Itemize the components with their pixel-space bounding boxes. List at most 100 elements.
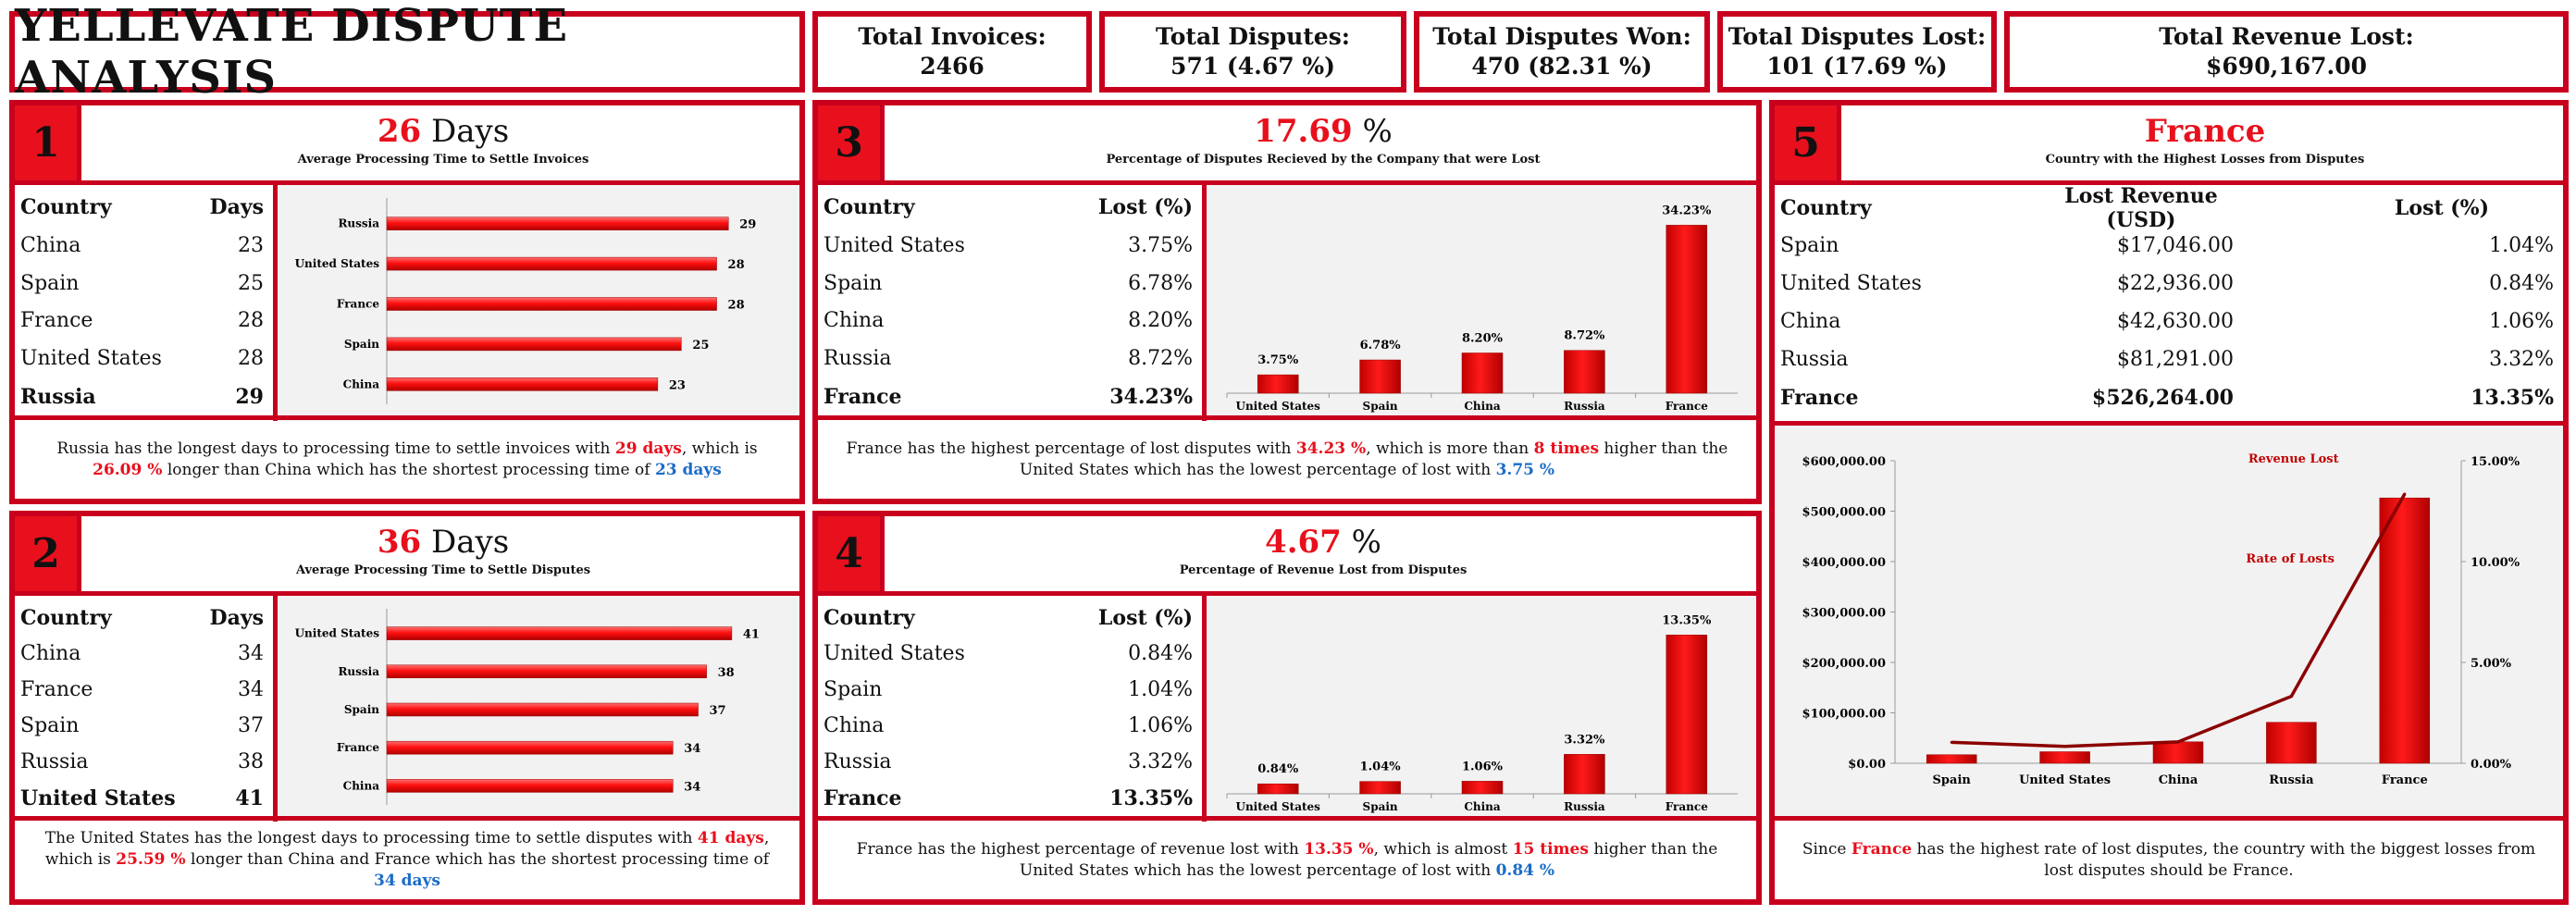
- caption-text: The United States has the longest days t…: [33, 828, 781, 892]
- table-header-row: Country Days: [20, 600, 264, 636]
- panel-caption: Russia has the longest days to processin…: [15, 415, 799, 499]
- data-label: 0.84%: [1257, 762, 1299, 776]
- panel-title: 4.67 % Percentage of Revenue Lost from D…: [890, 516, 1756, 591]
- column-header-revenue: Lost Revenue (USD): [2064, 183, 2218, 232]
- table-row: United States 28: [20, 340, 264, 377]
- value-cell: 28: [238, 347, 264, 371]
- column-header-country: Country: [1780, 195, 1872, 220]
- panel-title: 36 Days Average Processing Time to Settl…: [87, 516, 799, 591]
- chart-area: 0.84% United States 1.04% Spain 1.06% China 3.…: [1207, 596, 1756, 822]
- table-header-row: Country Lost (%): [824, 189, 1193, 227]
- kpi-value: 101 (17.69 %): [1766, 53, 1948, 80]
- caption-highlight: 41 days: [697, 829, 764, 847]
- value-cell: 37: [238, 714, 264, 737]
- table-row: China 34: [20, 636, 264, 672]
- caption-highlight: 15 times: [1512, 839, 1589, 859]
- left-axis-tick-label: $600,000.00: [1802, 455, 1886, 469]
- panel-revenue-lost: 4 4.67 % Percentage of Revenue Lost from…: [812, 511, 1762, 905]
- kpi-total-disputes: Total Disputes: 571 (4.67 %): [1099, 11, 1406, 93]
- headline-unit: Days: [421, 524, 510, 561]
- caption-blue-highlight: 34 days: [374, 872, 440, 890]
- data-label: 13.35%: [1662, 613, 1712, 627]
- category-label: Spain: [1363, 800, 1398, 813]
- panel-number: 3: [818, 105, 885, 180]
- table-header-row: Country Lost (%): [824, 600, 1193, 636]
- left-axis-tick-label: $100,000.00: [1802, 708, 1886, 722]
- value-cell: 23: [238, 233, 264, 257]
- data-label: 38: [718, 666, 735, 680]
- country-cell: United States: [824, 642, 965, 665]
- country-cell: China: [1780, 310, 1841, 333]
- lost-cell: 13.35%: [2471, 385, 2554, 410]
- bar: [1257, 374, 1299, 394]
- category-label: United States: [295, 627, 380, 640]
- rate-point: [2176, 740, 2180, 744]
- table-row: China 1.06%: [824, 708, 1193, 744]
- kpi-value: 571 (4.67 %): [1170, 53, 1335, 80]
- lost-cell: 1.04%: [2489, 234, 2554, 257]
- headline-value: 26: [377, 113, 422, 150]
- table-row: France 28: [20, 303, 264, 340]
- caption-highlight: 13.35 %: [1304, 839, 1374, 859]
- caption-part: , which is: [44, 829, 770, 869]
- caption-part: , which is more than: [1366, 439, 1534, 458]
- caption-part: higher than the United States which has …: [1019, 439, 1728, 479]
- bar-chart-invoice-days: Russia 29 United States 28 France 28 Spain 25 Ch…: [295, 198, 756, 404]
- bar: [386, 377, 659, 391]
- table-row: Russia 3.32%: [824, 744, 1193, 780]
- left-axis-tick-label: $300,000.00: [1802, 607, 1886, 621]
- bar: [1666, 635, 1708, 795]
- country-cell: China: [824, 714, 885, 737]
- country-cell: United States: [824, 233, 965, 257]
- caption-blue-highlight: 0.84 %: [1495, 860, 1555, 880]
- data-label: 1.06%: [1462, 760, 1504, 773]
- bar: [386, 297, 717, 311]
- caption-highlight: 8 times: [1533, 439, 1600, 458]
- category-label: Russia: [338, 217, 379, 230]
- panel-dispute-processing: 2 36 Days Average Processing Time to Set…: [9, 511, 805, 905]
- column-header-country: Country: [824, 605, 915, 630]
- caption-part: The United States has the longest days t…: [44, 829, 698, 847]
- revenue-cell: $17,046.00: [2117, 234, 2234, 257]
- data-label: 23: [669, 378, 686, 392]
- bar: [2039, 751, 2090, 764]
- country-cell: France: [824, 785, 902, 810]
- caption-part: longer than China and France which has t…: [185, 850, 770, 869]
- country-cell: China: [20, 642, 81, 665]
- data-label: 34.23%: [1662, 204, 1712, 217]
- table-row: China $42,630.00 1.06%: [1780, 303, 2554, 340]
- data-label: 6.78%: [1360, 339, 1402, 352]
- kpi-label: Total Invoices:: [858, 23, 1046, 50]
- headline-unit: %: [1341, 524, 1381, 561]
- bar: [386, 702, 699, 717]
- data-label: 29: [739, 218, 756, 232]
- kpi-label: Total Disputes Lost:: [1728, 23, 1987, 50]
- caption-highlight: France: [1851, 839, 1913, 859]
- country-cell: Spain: [20, 714, 80, 737]
- revenue-cell: $526,264.00: [2091, 385, 2234, 410]
- category-label: France: [1666, 400, 1708, 413]
- combo-chart-revenue-lost: $0.00 $100,000.00 $200,000.00 $300,000.00 $4…: [1802, 452, 2520, 787]
- column-header-value: Days: [209, 195, 264, 220]
- right-axis-tick-label: 0.00%: [2471, 758, 2512, 772]
- caption-highlight: 25.59 %: [116, 850, 186, 869]
- category-label: China: [343, 779, 380, 792]
- chart-area: $0.00 $100,000.00 $200,000.00 $300,000.00 $4…: [1775, 421, 2563, 819]
- table-row: France 34.23%: [824, 377, 1193, 415]
- kpi-disputes-won: Total Disputes Won: 470 (82.31 %): [1414, 11, 1710, 93]
- panel-header: 5 France Country with the Highest Losses…: [1775, 105, 2563, 185]
- value-cell: 3.32%: [1128, 750, 1193, 773]
- caption-part: longer than China which has the shortest…: [162, 460, 655, 479]
- category-label: United States: [1235, 800, 1320, 813]
- dashboard-title: YELLEVATE DISPUTE ANALYSIS: [15, 0, 569, 104]
- table-row: United States 3.75%: [824, 227, 1193, 265]
- country-cell: Spain: [824, 271, 883, 295]
- bar: [2379, 497, 2431, 764]
- revenue-cell: $22,936.00: [2117, 272, 2234, 295]
- category-label: Spain: [344, 338, 379, 351]
- country-cell: United States: [20, 785, 176, 810]
- bar: [386, 664, 707, 679]
- table-row: Russia 29: [20, 377, 264, 415]
- right-axis-tick-label: 10.00%: [2471, 556, 2520, 570]
- table-header-row: Country Lost Revenue (USD) Lost (%): [1780, 184, 2554, 232]
